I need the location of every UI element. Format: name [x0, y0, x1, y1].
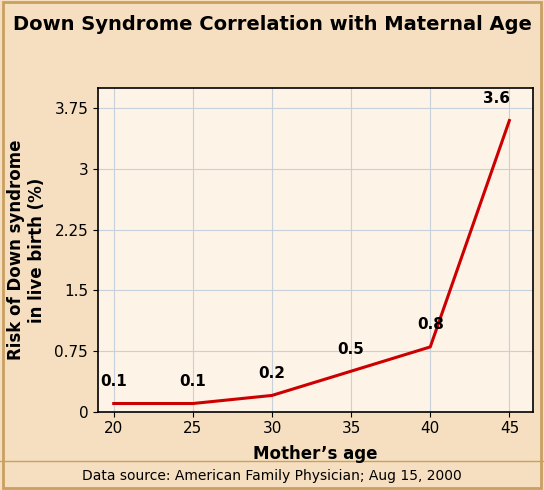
- Text: 0.1: 0.1: [101, 374, 127, 389]
- X-axis label: Mother’s age: Mother’s age: [254, 444, 378, 463]
- Text: 3.6: 3.6: [483, 91, 510, 106]
- Text: 0.8: 0.8: [417, 318, 444, 332]
- Text: 0.1: 0.1: [180, 374, 206, 389]
- Text: 0.5: 0.5: [338, 342, 364, 357]
- Y-axis label: Risk of Down syndrome
in live birth (%): Risk of Down syndrome in live birth (%): [7, 140, 46, 360]
- Text: 0.2: 0.2: [258, 366, 286, 381]
- Text: Data source: American Family Physician; Aug 15, 2000: Data source: American Family Physician; …: [82, 468, 462, 483]
- Text: Down Syndrome Correlation with Maternal Age: Down Syndrome Correlation with Maternal …: [13, 15, 531, 34]
